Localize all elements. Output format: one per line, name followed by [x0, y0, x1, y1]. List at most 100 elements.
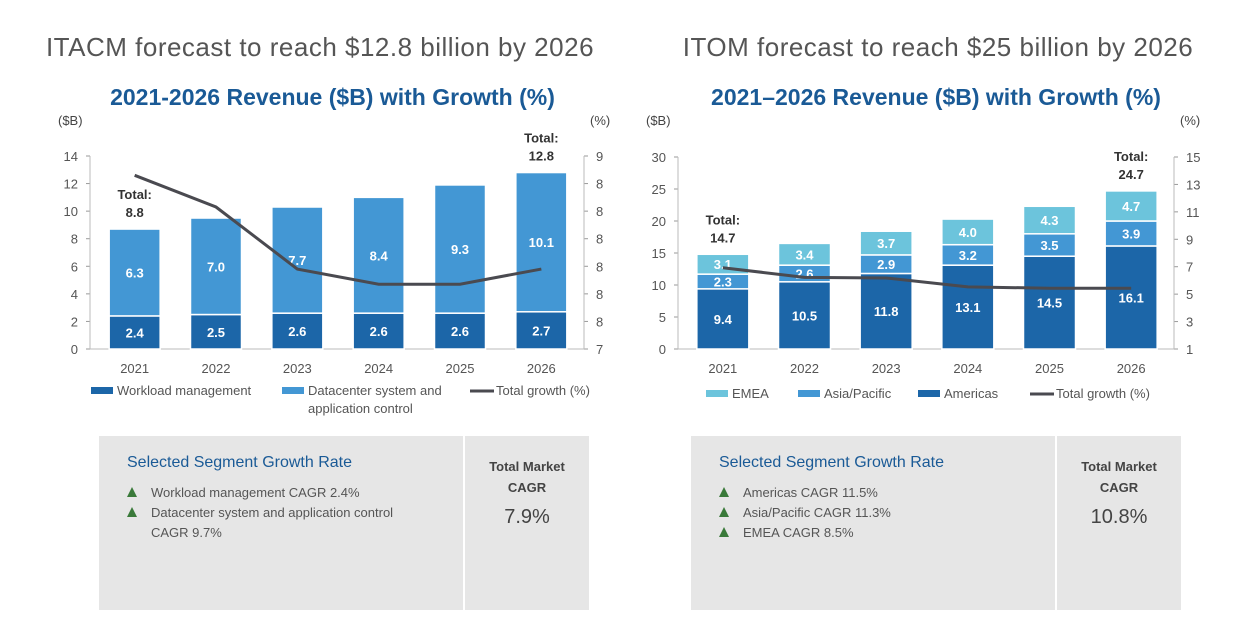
- bar-segment: [1104, 190, 1158, 222]
- y2-tick-label: 9: [596, 149, 603, 164]
- left-headline: ITACM forecast to reach $12.8 billion by…: [45, 32, 595, 62]
- bar-segment: [189, 313, 243, 350]
- y-tick-label: 10: [64, 204, 78, 219]
- total-value-label: 24.7: [1119, 167, 1144, 182]
- bar-segment: [271, 312, 324, 350]
- x-tick-label: 2024: [953, 361, 982, 376]
- left-segment-growth-box: Selected Segment Growth Rate Workload ma…: [99, 436, 463, 610]
- legend-label: EMEA: [732, 386, 769, 401]
- up-triangle-icon: [719, 487, 729, 497]
- data-label: 10.1: [529, 235, 554, 250]
- right-chart-title: 2021–2026 Revenue ($B) with Growth (%): [711, 84, 1161, 110]
- data-label: 4.3: [1040, 213, 1058, 228]
- data-label: 2.7: [532, 323, 550, 338]
- x-tick-label: 2021: [708, 361, 737, 376]
- bar-segment: [515, 311, 568, 350]
- y2-tick-label: 8: [596, 204, 603, 219]
- data-label: 3.7: [877, 236, 895, 251]
- data-label: 7.0: [207, 259, 225, 274]
- bar-segment: [1022, 205, 1077, 235]
- total-value-label: 12.8: [529, 149, 554, 164]
- y-tick-label: 15: [652, 246, 666, 261]
- data-label: 2.6: [288, 324, 306, 339]
- x-tick-label: 2023: [283, 361, 312, 376]
- data-label: 3.5: [1040, 238, 1058, 253]
- right-box-title: Selected Segment Growth Rate: [719, 454, 945, 471]
- y-tick-label: 0: [659, 342, 666, 357]
- data-label: 2.9: [877, 257, 895, 272]
- total-value-label: 8.8: [126, 205, 144, 220]
- data-label: 2.5: [207, 325, 225, 340]
- list-item: EMEA CAGR 8.5%: [719, 523, 1045, 543]
- right-cagr-value: 10.8%: [1090, 506, 1148, 528]
- total-word-label: Total:: [706, 212, 740, 227]
- left-cagr-label: Total Market CAGR: [489, 459, 565, 495]
- y-axis-label-right: (%): [1180, 113, 1200, 128]
- bar-segment: [941, 218, 995, 246]
- bar-segment: [777, 242, 832, 266]
- y2-tick-label: 3: [1186, 315, 1193, 330]
- y-axis-label-left: ($B): [646, 113, 671, 128]
- up-triangle-icon: [127, 507, 137, 517]
- data-label: 14.5: [1037, 296, 1062, 311]
- x-tick-label: 2021: [120, 361, 149, 376]
- data-label: 9.4: [714, 312, 733, 327]
- y-tick-label: 20: [652, 214, 666, 229]
- y2-tick-label: 8: [596, 259, 603, 274]
- bar-segment: [1022, 255, 1077, 350]
- y-axis-label-left: ($B): [58, 113, 83, 128]
- right-segment-growth-box: Selected Segment Growth Rate Americas CA…: [691, 436, 1055, 610]
- legend-label: Total growth (%): [1056, 386, 1150, 401]
- bar-segment: [1104, 220, 1158, 247]
- right-total-cagr-box: Total Market CAGR 10.8%: [1055, 436, 1181, 610]
- y-tick-label: 5: [659, 310, 666, 325]
- bar-segment: [189, 217, 243, 316]
- data-label: 4.7: [1122, 199, 1140, 214]
- legend-swatch: [918, 390, 940, 397]
- left-box-items: Workload management CAGR 2.4% Datacenter…: [127, 483, 453, 543]
- y2-tick-label: 1: [1186, 342, 1193, 357]
- left-total-cagr-box: Total Market CAGR 7.9%: [463, 436, 589, 610]
- growth-line: [134, 173, 542, 286]
- x-tick-label: 2023: [872, 361, 901, 376]
- data-label: 16.1: [1119, 290, 1144, 305]
- legend-swatch: [91, 387, 113, 394]
- list-item: Datacenter system and application contro…: [127, 503, 453, 523]
- data-label: 2.6: [451, 324, 469, 339]
- list-item-continuation: CAGR 9.7%: [151, 525, 222, 540]
- total-word-label: Total:: [117, 187, 151, 202]
- bar-segment: [108, 228, 161, 317]
- y2-tick-label: 7: [596, 342, 603, 357]
- data-label: 11.8: [874, 304, 899, 319]
- legend-label: Workload management: [117, 383, 252, 398]
- y-tick-label: 30: [652, 150, 666, 165]
- left-chart: ($B) (%) 0 2 4 6 8 10 12 14 7 8 8 8 8 8 8 9 2021 2022 2023 20…: [58, 113, 610, 416]
- y-tick-label: 0: [71, 342, 78, 357]
- data-label: 9.3: [451, 242, 469, 257]
- data-label: 4.0: [959, 225, 977, 240]
- legend-label: Datacenter system and: [308, 383, 442, 398]
- y-tick-label: 6: [71, 259, 78, 274]
- data-label: 2.6: [795, 266, 813, 281]
- bar-segment: [433, 312, 487, 350]
- total-word-label: Total:: [524, 131, 558, 146]
- up-triangle-icon: [719, 507, 729, 517]
- left-box-title: Selected Segment Growth Rate: [127, 454, 353, 471]
- data-label: 3.2: [959, 248, 977, 263]
- legend-swatch: [706, 390, 728, 397]
- legend-label: Americas: [944, 386, 999, 401]
- x-tick-label: 2022: [202, 361, 231, 376]
- up-triangle-icon: [719, 527, 729, 537]
- data-label: 8.4: [370, 248, 389, 263]
- total-word-label: Total:: [1114, 149, 1148, 164]
- y2-tick-label: 8: [596, 232, 603, 247]
- up-triangle-icon: [127, 487, 137, 497]
- x-tick-label: 2026: [1117, 361, 1146, 376]
- x-tick-label: 2024: [364, 361, 393, 376]
- legend-label: Total growth (%): [496, 383, 590, 398]
- bar-segment: [515, 171, 568, 313]
- y2-tick-label: 5: [1186, 287, 1193, 302]
- bar-segment: [433, 184, 487, 314]
- bar-segment: [696, 288, 750, 350]
